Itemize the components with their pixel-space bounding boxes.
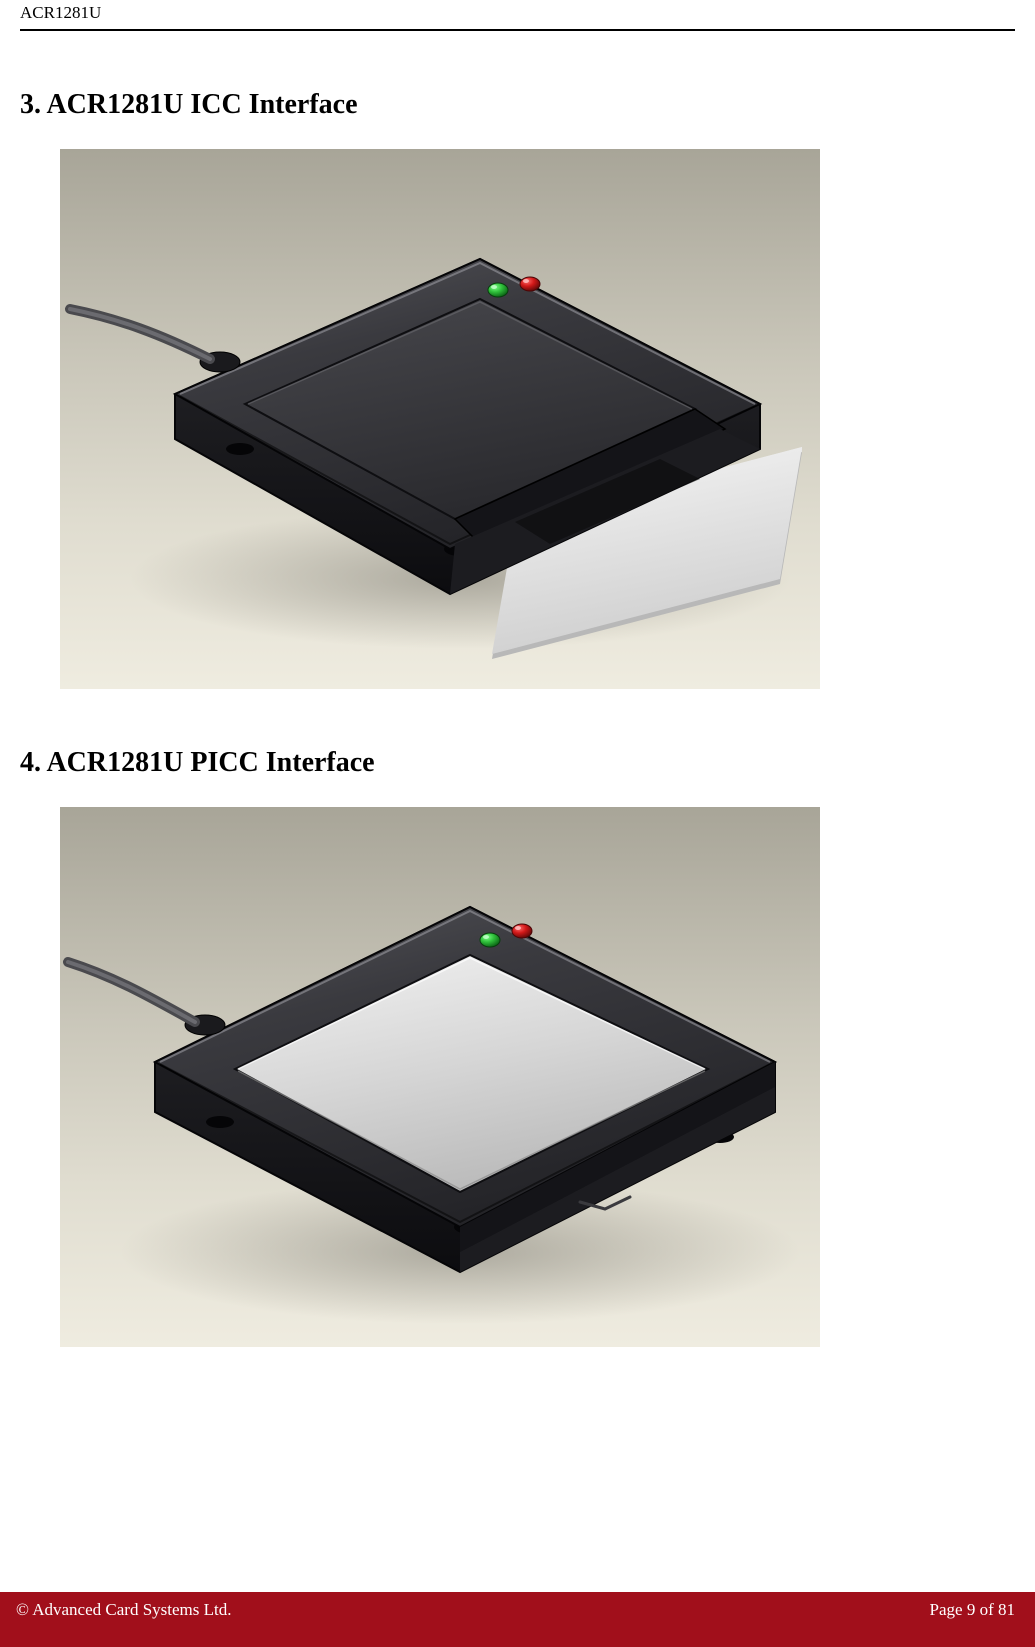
header-rule	[20, 29, 1015, 31]
figure-icc-wrap	[60, 149, 1015, 689]
page-footer: Advanced Card Systems Ltd. Page 9 of 81	[0, 1592, 1035, 1647]
footer-page: Page 9 of 81	[930, 1600, 1015, 1647]
device-icc-illustration	[60, 149, 820, 689]
footer-copyright: Advanced Card Systems Ltd.	[16, 1600, 231, 1647]
page-content: 3. ACR1281U ICC Interface	[0, 89, 1035, 1347]
section-heading-picc: 4. ACR1281U PICC Interface	[20, 747, 1015, 779]
usb-cable	[68, 962, 225, 1035]
figure-picc-wrap	[60, 807, 1015, 1347]
figure-icc	[60, 149, 820, 689]
doc-id: ACR1281U	[20, 3, 101, 22]
page-header: ACR1281U	[0, 0, 1035, 29]
section-heading-icc: 3. ACR1281U ICC Interface	[20, 89, 1015, 121]
usb-cable	[70, 309, 240, 372]
figure-picc	[60, 807, 820, 1347]
device-picc-illustration	[60, 807, 820, 1347]
